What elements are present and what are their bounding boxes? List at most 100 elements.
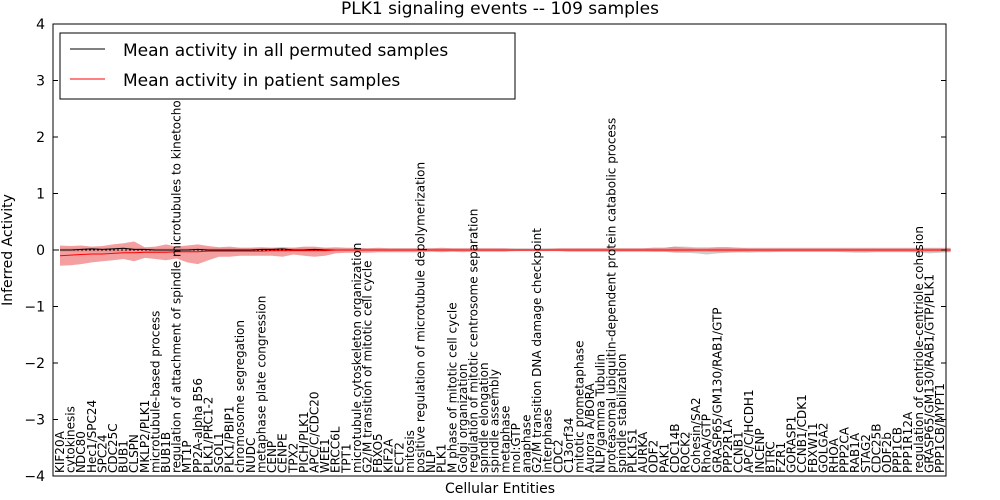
legend-label-permuted: Mean activity in all permuted samples — [123, 41, 448, 61]
x-category-label: ODF2b — [880, 432, 894, 473]
x-category-label: regulation of attachment of spindle micr… — [170, 88, 184, 473]
x-category-label: spindle stabilization — [615, 353, 629, 473]
x-category-label: G2/M transition DNA damage checkpoint — [530, 228, 544, 473]
legend-label-patient: Mean activity in patient samples — [123, 71, 400, 91]
x-category-label: microtubule cytoskeleton organization — [350, 243, 364, 473]
x-category-label: ODF2 — [647, 440, 661, 473]
x-category-label: FBXW11 — [806, 423, 820, 474]
x-category-label: positive regulation of microtubule depol… — [414, 162, 428, 473]
x-category-label: mol:GTP — [509, 423, 523, 473]
x-category-label: PLK1/PBIP1 — [223, 406, 237, 473]
legend: Mean activity in all permuted samples Me… — [59, 32, 516, 100]
x-category-label: ERCC6L — [329, 426, 343, 473]
category-labels: KIF20AcytokinesisNDC80Hec1/SPC24SPC24CDC… — [53, 88, 947, 474]
x-category-label: CLSPN — [127, 434, 141, 473]
x-category-label: WEE1 — [318, 438, 332, 473]
x-category-label: NLP — [424, 450, 438, 473]
x-category-label: PLK1 — [435, 444, 449, 473]
x-category-label: TPX2 — [286, 443, 300, 474]
x-category-label: PPP1R12A — [901, 411, 915, 473]
x-category-label: metaphase — [498, 406, 512, 473]
x-category-label: M phase of mitotic cell cycle — [445, 302, 459, 473]
x-category-label: MKLP2/PLK1 — [138, 400, 152, 473]
x-category-label: CENP — [265, 441, 279, 473]
x-category-label: AURKA — [636, 431, 650, 473]
x-category-label: PLK1S1 — [626, 428, 640, 473]
x-category-label: BUB1B — [159, 432, 173, 473]
x-category-label: G2/M transition of mitotic cell cycle — [361, 260, 375, 473]
y-tick-label: −2 — [24, 356, 45, 372]
x-category-label: cytokinesis — [64, 406, 78, 473]
x-category-label: Hec1/SPC24 — [85, 400, 99, 473]
y-tick-label: −4 — [24, 469, 45, 485]
x-category-label: Aurora A/BORA — [583, 383, 597, 473]
x-category-label: STAG2 — [859, 434, 873, 473]
x-category-label: RhoA/GTP — [700, 414, 714, 473]
y-tick-label: 4 — [36, 17, 45, 33]
x-category-label: RAB1A — [848, 432, 862, 473]
plot-frame — [52, 23, 947, 477]
x-category-label: NUDC — [244, 438, 258, 473]
patient-confidence-band — [60, 241, 951, 266]
x-category-label: GRASP65/GM130/RAB1/GTP/PLK1 — [922, 274, 936, 473]
x-category-label: interphase — [541, 409, 555, 473]
x-category-label: SGOL1 — [212, 432, 226, 473]
x-category-label: CDC14B — [668, 424, 682, 474]
x-category-label: FBXO5 — [371, 433, 385, 473]
x-category-label: CDC2 — [551, 439, 565, 473]
y-tick-label: 3 — [36, 74, 45, 90]
x-category-label: mitotic prometaphase — [573, 341, 587, 474]
x-category-label: Golgi organization — [456, 364, 470, 473]
x-category-label: mitosis — [403, 430, 417, 473]
patient-mean-line — [59, 249, 951, 257]
chart-title: PLK1 signaling events -- 109 samples — [341, 0, 659, 19]
x-category-label: proteasomal ubiquitin-dependent protein … — [604, 118, 618, 473]
x-category-label: microtubule-based process — [148, 311, 162, 473]
y-tick-label: 0 — [36, 243, 45, 259]
x-category-label: regulation of centriole-centriole cohesi… — [912, 226, 926, 473]
x-category-label: PAK1 — [657, 443, 671, 473]
x-category-label: PPP2R1A — [721, 419, 735, 473]
x-category-label: RHOA — [827, 437, 841, 473]
x-category-label: anaphase — [520, 414, 534, 473]
y-tick-label: 2 — [36, 130, 45, 146]
x-category-label: PPP1CB/MYPT1 — [933, 383, 947, 473]
x-category-label: CDC25B — [869, 424, 883, 474]
x-category-label: spindle assembly — [488, 369, 502, 473]
legend-box — [59, 32, 516, 100]
x-category-label: FZR1 — [774, 442, 788, 473]
x-category-label: metaphase plate congression — [254, 296, 268, 473]
x-category-label: PPP1CB — [891, 427, 905, 473]
x-category-label: CENPE — [276, 433, 290, 473]
x-category-label: PLK1/PRC1-2 — [201, 397, 215, 473]
x-category-label: NDC80 — [74, 431, 88, 473]
x-category-label: BTRC — [763, 441, 777, 473]
x-category-label: PICH/PLK1 — [297, 411, 311, 473]
x-category-label: CCNB1 — [732, 431, 746, 473]
x-category-label: chromosome segregation — [233, 320, 247, 473]
y-tick-label: −1 — [24, 300, 45, 316]
x-category-label: spindle elongation — [477, 362, 491, 473]
x-category-label: ROCK2 — [679, 431, 693, 473]
x-category-label: SPC24 — [95, 434, 109, 473]
x-category-label: PPP2CA — [838, 426, 852, 473]
x-category-label: ECT2 — [392, 442, 406, 473]
x-category-label: GOLGA2 — [816, 422, 830, 473]
x-category-label: CDC25C — [106, 423, 120, 473]
x-category-label: regulation of mitotic centrosome separat… — [467, 209, 481, 473]
x-category-label: PP2A-alpha B56 — [191, 378, 205, 473]
x-category-label: BUB1 — [117, 440, 131, 473]
y-tick-label: 1 — [36, 187, 45, 203]
x-category-label: CCNB1/CDK1 — [795, 394, 809, 473]
y-axis-label: Inferred Activity — [0, 194, 16, 306]
x-category-label: APC/C/HCDH1 — [742, 389, 756, 473]
x-category-label: NLP/gamma Tubulin — [594, 354, 608, 473]
x-category-label: GRASP65/GM130/RAB1/GTP — [710, 307, 724, 473]
x-category-label: KIF20A — [53, 430, 67, 473]
x-category-label: C13orf34 — [562, 418, 576, 473]
x-category-label: INCENP — [753, 428, 767, 473]
x-category-label: MT1P — [180, 440, 194, 473]
y-tick-label: −3 — [24, 413, 45, 429]
x-axis-label: Cellular Entities — [445, 481, 555, 497]
